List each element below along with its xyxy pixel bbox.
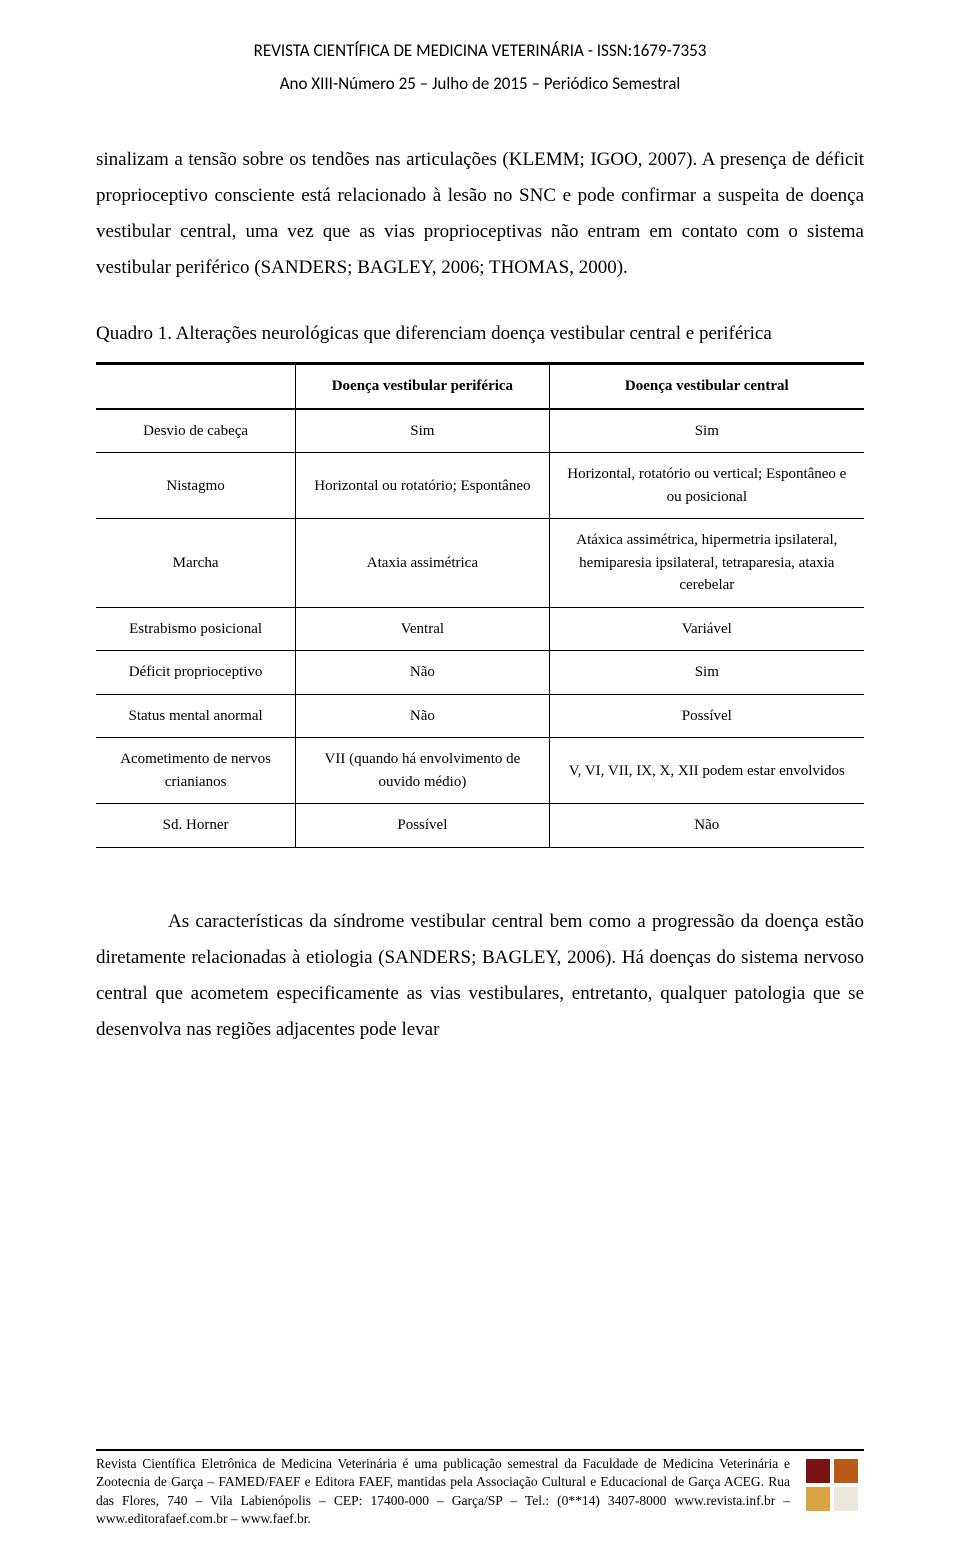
paragraph-1: sinalizam a tensão sobre os tendões nas …: [96, 142, 864, 286]
table-header-central: Doença vestibular central: [549, 364, 864, 409]
table-row: Estrabismo posicional Ventral Variável: [96, 607, 864, 651]
row-peripheral: Possível: [296, 804, 549, 848]
logo-block-2: [834, 1459, 858, 1483]
row-central: Não: [549, 804, 864, 848]
table-row: Acometimento de nervos crianianos VII (q…: [96, 738, 864, 804]
row-label: Status mental anormal: [96, 694, 296, 738]
comparison-table: Doença vestibular periférica Doença vest…: [96, 362, 864, 848]
row-label: Desvio de cabeça: [96, 409, 296, 453]
row-central: Sim: [549, 651, 864, 695]
row-label: Sd. Horner: [96, 804, 296, 848]
table-header-peripheral: Doença vestibular periférica: [296, 364, 549, 409]
table-row: Status mental anormal Não Possível: [96, 694, 864, 738]
page-footer: Revista Científica Eletrônica de Medicin…: [96, 1449, 864, 1528]
running-header: REVISTA CIENTÍFICA DE MEDICINA VETERINÁR…: [96, 40, 864, 94]
logo-block-4: [834, 1487, 858, 1511]
row-label: Marcha: [96, 519, 296, 608]
logo-block-3: [806, 1487, 830, 1511]
footer-logo: [800, 1455, 864, 1519]
row-peripheral: Sim: [296, 409, 549, 453]
row-label: Estrabismo posicional: [96, 607, 296, 651]
row-central: Atáxica assimétrica, hipermetria ipsilat…: [549, 519, 864, 608]
row-peripheral: Horizontal ou rotatório; Espontâneo: [296, 453, 549, 519]
table-row: Desvio de cabeça Sim Sim: [96, 409, 864, 453]
paragraph-2: As características da síndrome vestibula…: [96, 904, 864, 1048]
table-row: Nistagmo Horizontal ou rotatório; Espont…: [96, 453, 864, 519]
row-peripheral: Ventral: [296, 607, 549, 651]
row-central: Sim: [549, 409, 864, 453]
row-label: Nistagmo: [96, 453, 296, 519]
row-central: Variável: [549, 607, 864, 651]
row-central: Horizontal, rotatório ou vertical; Espon…: [549, 453, 864, 519]
row-central: V, VI, VII, IX, X, XII podem estar envol…: [549, 738, 864, 804]
row-peripheral: Não: [296, 694, 549, 738]
table-body: Desvio de cabeça Sim Sim Nistagmo Horizo…: [96, 409, 864, 848]
issue-info-line: Ano XIII-Número 25 – Julho de 2015 – Per…: [96, 73, 864, 94]
row-peripheral: VII (quando há envolvimento de ouvido mé…: [296, 738, 549, 804]
row-central: Possível: [549, 694, 864, 738]
table-row: Sd. Horner Possível Não: [96, 804, 864, 848]
table-row: Déficit proprioceptivo Não Sim: [96, 651, 864, 695]
table-header-row: Doença vestibular periférica Doença vest…: [96, 364, 864, 409]
table-header-blank: [96, 364, 296, 409]
table-caption: Quadro 1. Alterações neurológicas que di…: [96, 316, 864, 352]
logo-block-1: [806, 1459, 830, 1483]
row-peripheral: Ataxia assimétrica: [296, 519, 549, 608]
page: REVISTA CIENTÍFICA DE MEDICINA VETERINÁR…: [0, 0, 960, 1552]
row-label: Déficit proprioceptivo: [96, 651, 296, 695]
journal-title-line: REVISTA CIENTÍFICA DE MEDICINA VETERINÁR…: [96, 40, 864, 61]
table-row: Marcha Ataxia assimétrica Atáxica assimé…: [96, 519, 864, 608]
row-label: Acometimento de nervos crianianos: [96, 738, 296, 804]
footer-text: Revista Científica Eletrônica de Medicin…: [96, 1455, 790, 1528]
row-peripheral: Não: [296, 651, 549, 695]
